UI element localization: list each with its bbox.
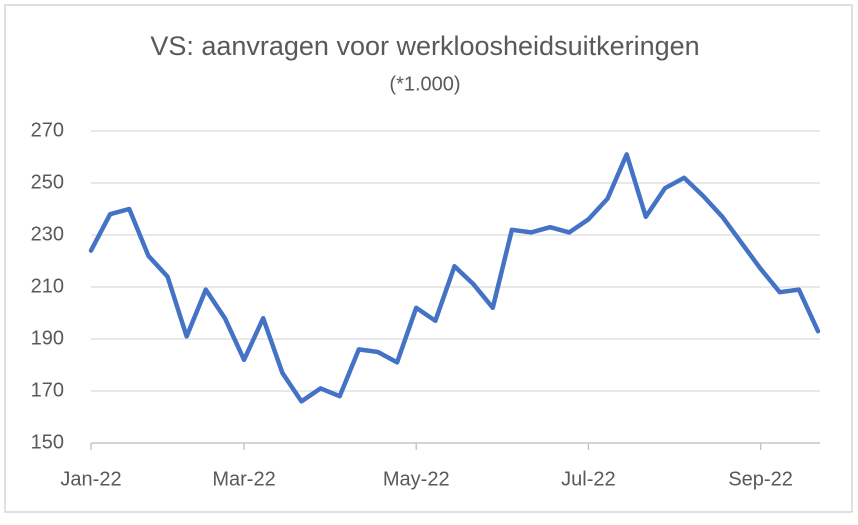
y-tick-label: 190 xyxy=(31,327,64,349)
y-tick-label: 170 xyxy=(31,379,64,401)
x-tick-label: May-22 xyxy=(383,468,450,490)
chart-title: VS: aanvragen voor werkloosheidsuitkerin… xyxy=(150,31,699,61)
y-tick-label: 270 xyxy=(31,119,64,141)
x-tick-label: Sep-22 xyxy=(728,468,793,490)
data-line xyxy=(88,152,821,404)
x-tick-label: Mar-22 xyxy=(212,468,275,490)
x-tick-label: Jul-22 xyxy=(561,468,615,490)
y-tick-label: 250 xyxy=(31,171,64,193)
y-tick-label: 230 xyxy=(31,223,64,245)
y-tick-label: 150 xyxy=(31,431,64,453)
chart-subtitle: (*1.000) xyxy=(389,73,460,95)
chart-frame xyxy=(4,4,853,513)
x-tick-label: Jan-22 xyxy=(60,468,121,490)
y-tick-label: 210 xyxy=(31,275,64,297)
